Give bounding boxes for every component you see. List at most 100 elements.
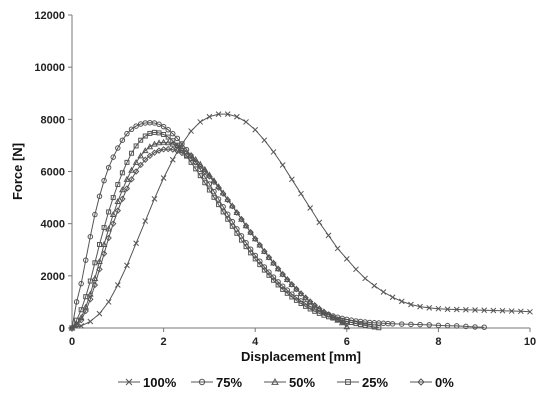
data-point	[106, 209, 112, 215]
data-point	[256, 241, 263, 249]
y-tick-label: 8000	[41, 114, 65, 126]
data-point	[527, 308, 533, 315]
data-point	[353, 266, 359, 273]
data-point	[151, 196, 158, 202]
series-layer	[68, 111, 533, 332]
data-point	[137, 152, 145, 159]
y-axis-title: Force [N]	[10, 143, 25, 200]
data-point	[109, 211, 117, 218]
legend-label: 75%	[216, 375, 242, 390]
data-point	[251, 235, 259, 243]
y-tick-label: 10000	[34, 62, 65, 74]
data-point	[174, 147, 181, 155]
data-point	[202, 180, 208, 186]
data-point	[110, 220, 117, 227]
legend-marker	[125, 378, 133, 386]
data-point	[508, 308, 515, 314]
data-point	[312, 308, 318, 314]
data-point	[201, 168, 209, 175]
data-point	[146, 152, 154, 160]
series-2	[69, 119, 487, 331]
data-point	[389, 294, 396, 301]
y-tick-label: 12000	[34, 10, 65, 22]
data-point	[124, 130, 130, 137]
data-point	[284, 276, 291, 283]
data-point	[353, 321, 359, 327]
data-point	[151, 149, 158, 156]
data-point	[169, 156, 176, 163]
data-point	[307, 306, 313, 312]
data-point	[115, 182, 121, 188]
data-point	[138, 137, 144, 143]
data-point	[279, 271, 286, 278]
data-point	[417, 303, 423, 310]
data-point	[238, 216, 245, 223]
y-tick-label: 6000	[41, 167, 65, 179]
data-point	[307, 205, 314, 211]
data-point	[133, 123, 139, 129]
data-point	[91, 274, 99, 281]
data-point	[128, 176, 135, 183]
data-point	[82, 257, 89, 263]
data-point	[187, 151, 195, 158]
data-point	[329, 314, 337, 321]
data-point	[156, 121, 162, 128]
data-point	[169, 146, 176, 153]
data-point	[293, 297, 299, 303]
data-point	[216, 202, 222, 208]
data-point	[132, 158, 140, 165]
data-point	[274, 265, 282, 272]
data-point	[234, 113, 240, 120]
data-point	[170, 130, 176, 137]
data-point	[248, 250, 254, 256]
data-point	[257, 262, 263, 268]
y-tick-label: 2000	[41, 271, 65, 283]
series-line	[71, 122, 485, 329]
x-tick-label: 8	[435, 336, 441, 348]
legend-marker	[271, 377, 279, 385]
x-tick-label: 4	[252, 336, 259, 348]
data-point	[187, 155, 195, 162]
data-point	[160, 146, 167, 153]
data-point	[73, 299, 80, 305]
data-point	[270, 259, 277, 267]
data-point	[417, 321, 423, 328]
data-point	[325, 311, 332, 318]
data-point	[284, 290, 290, 296]
data-point	[271, 277, 277, 283]
data-point	[266, 272, 272, 278]
data-point	[87, 278, 93, 284]
data-point	[247, 229, 254, 236]
data-point	[119, 137, 126, 143]
data-point	[142, 156, 149, 163]
data-point	[472, 324, 478, 330]
data-point	[105, 234, 112, 242]
data-point	[211, 194, 217, 200]
data-point	[170, 138, 176, 144]
data-point	[87, 318, 94, 325]
plot-area: 0 2000 4000 6000 8000 10000 12000 0 2 4 6 8 10	[34, 10, 536, 348]
data-point	[280, 286, 286, 292]
x-tick-label: 10	[524, 336, 536, 348]
data-point	[124, 262, 130, 269]
data-point	[87, 233, 94, 240]
data-point	[105, 164, 112, 171]
y-tick-label: 0	[59, 323, 65, 335]
data-point	[110, 195, 116, 201]
data-point	[119, 186, 126, 193]
data-point	[398, 298, 405, 305]
data-point	[96, 257, 103, 264]
data-point	[206, 113, 213, 120]
data-point	[215, 111, 222, 117]
data-point	[114, 197, 122, 204]
x-tick-label: 0	[69, 336, 75, 348]
data-point	[242, 222, 250, 229]
data-point	[499, 307, 506, 314]
legend-marker	[417, 378, 425, 386]
data-point	[197, 119, 204, 125]
data-point	[362, 275, 368, 282]
series-1	[69, 111, 533, 331]
data-point	[367, 323, 373, 329]
data-point	[297, 290, 305, 297]
